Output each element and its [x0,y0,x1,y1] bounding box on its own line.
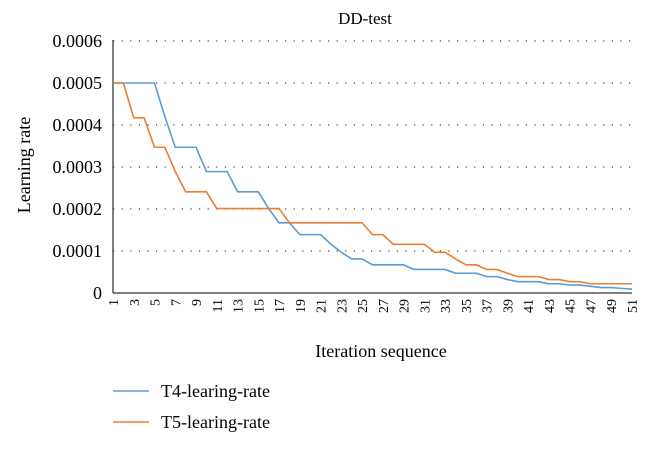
y-tick-label: 0 [93,283,102,303]
chart-title: DD-test [338,9,392,28]
y-tick-label: 0.0004 [53,115,103,135]
x-tick-label: 15 [252,299,267,313]
y-tick-label: 0.0003 [53,157,103,177]
series-line-t5 [113,82,632,285]
y-tick-label: 0.0002 [53,199,103,219]
x-tick-label: 5 [149,299,164,306]
y-axis-title: Learning rate [14,117,34,213]
series-lines [113,82,633,291]
x-tick-label: 25 [356,299,371,313]
gridlines [113,40,632,252]
x-tick-labels: 1 3 5 7 9 11 13 15 17 19 21 23 25 27 29 31 33 35 37 39 41 43 4… [107,299,641,313]
x-tick-label: 23 [335,299,350,313]
y-tick-label: 0.0001 [53,241,103,261]
x-tick-label: 9 [190,299,205,306]
series-line-t4 [113,82,633,291]
x-tick-label: 21 [315,299,330,313]
x-tick-label: 51 [626,299,641,313]
x-tick-label: 17 [273,299,288,313]
x-tick-label: 19 [294,299,309,313]
legend-label: T4-learing-rate [161,381,270,401]
x-tick-label: 11 [211,299,226,312]
x-tick-label: 1 [107,299,122,306]
x-tick-label: 39 [501,299,516,313]
x-tick-label: 41 [522,299,537,313]
y-tick-label: 0.0005 [53,73,103,93]
x-tick-label: 43 [543,299,558,313]
x-tick-label: 31 [418,299,433,313]
axes [112,40,632,294]
y-tick-labels: 0 0.0001 0.0002 0.0003 0.0004 0.0005 0.0006 [53,31,103,303]
y-tick-label: 0.0006 [53,31,103,51]
x-tick-label: 29 [398,299,413,313]
x-tick-label: 7 [169,299,184,306]
x-tick-label: 33 [439,299,454,313]
x-axis-title: Iteration sequence [315,341,446,361]
x-tick-label: 45 [564,299,579,313]
x-tick-label: 13 [232,299,247,313]
x-tick-label: 37 [481,299,496,313]
x-tick-label: 27 [377,299,392,313]
x-tick-label: 35 [460,299,475,313]
x-tick-label: 3 [128,299,143,306]
x-tick-label: 47 [584,299,599,313]
legend-label: T5-learing-rate [161,412,270,432]
x-tick-label: 49 [605,299,620,313]
legend: T4-learing-rate T5-learing-rate [113,381,270,432]
